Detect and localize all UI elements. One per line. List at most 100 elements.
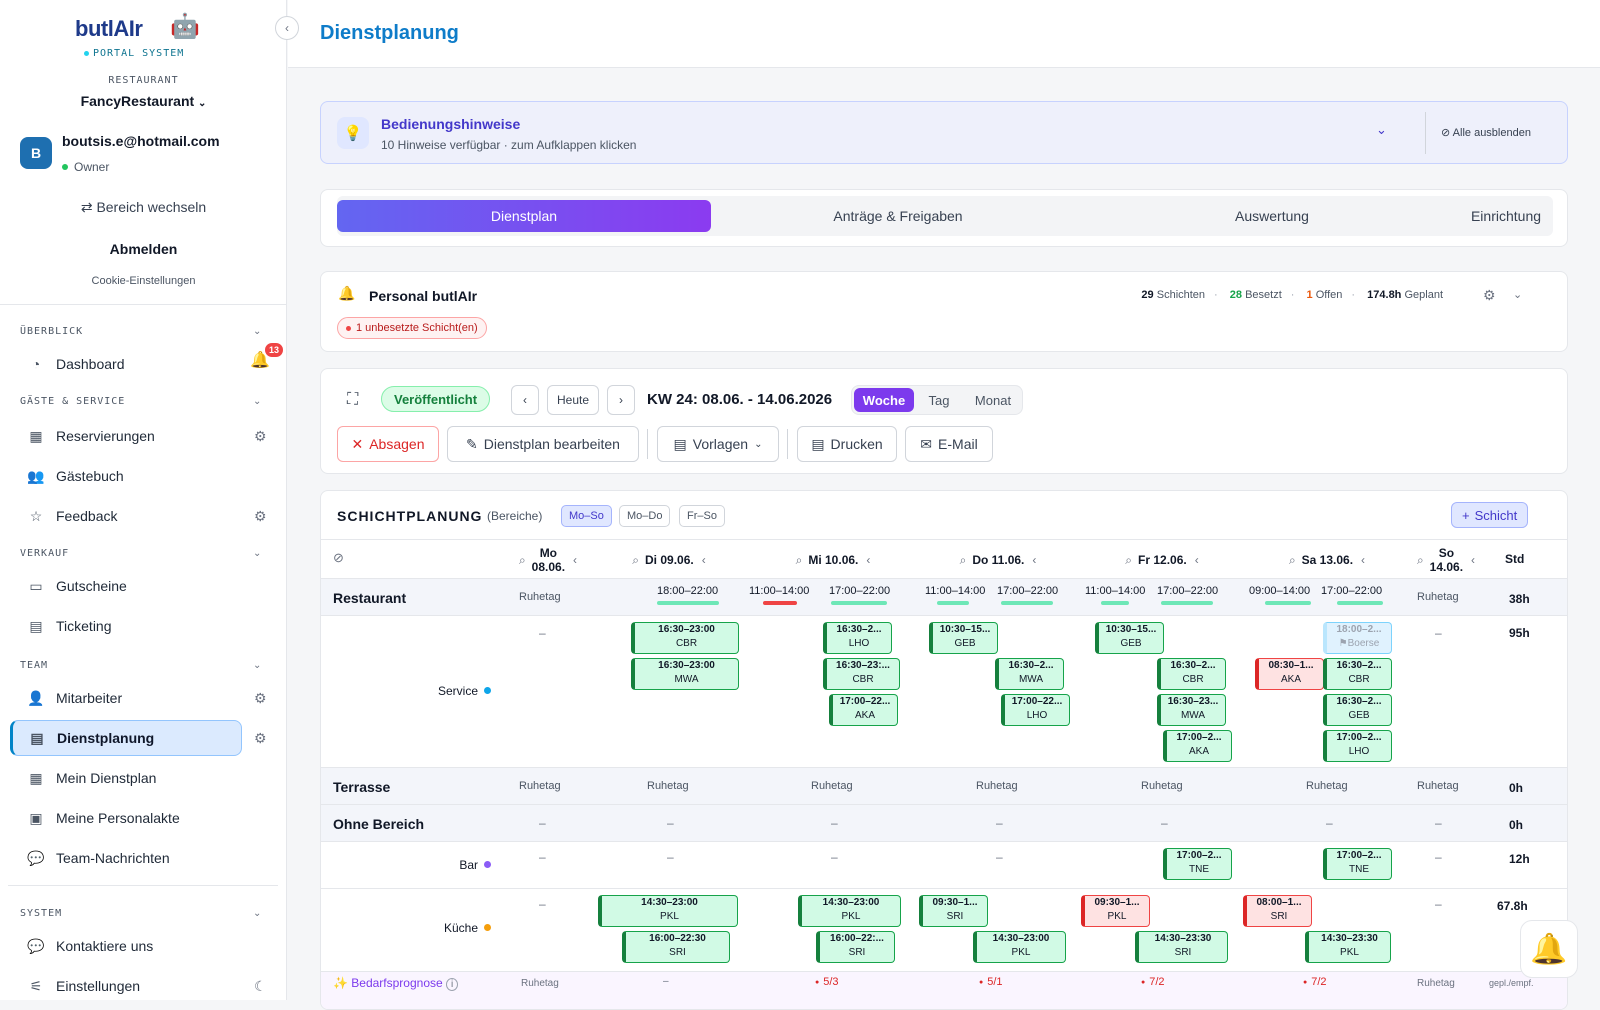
shift-card[interactable]: 16:30–23:... CBR (823, 658, 900, 690)
chevron-down-icon[interactable]: ⌄ (1513, 289, 1523, 301)
day-header-mo[interactable]: ⌕ Mo 08.06. ‹ (518, 546, 578, 574)
robot-icon: 🤖 (170, 13, 200, 40)
sidebar-item-dashboard[interactable]: ◔ Dashboard (10, 346, 242, 382)
hide-all-hints-button[interactable]: ⊘ Alle ausblenden (1441, 127, 1531, 139)
sidebar-item-my-schedule[interactable]: ▦ Mein Dienstplan (10, 760, 242, 796)
gear-icon[interactable]: ⚙ (254, 690, 267, 706)
sidebar-item-reservations[interactable]: ▦ Reservierungen (10, 418, 242, 454)
add-shift-button[interactable]: + Schicht (1451, 502, 1529, 528)
shift-card[interactable]: 10:30–15... GEB (1095, 622, 1164, 654)
info-icon[interactable]: i (446, 978, 459, 991)
next-week-button[interactable]: › (607, 385, 635, 415)
edit-schedule-button[interactable]: ✎ Dienstplan bearbeiten (447, 426, 639, 462)
sidebar-item-feedback[interactable]: ☆ Feedback (10, 498, 242, 534)
shift-card[interactable]: 16:30–23:00 CBR (631, 622, 739, 654)
brand-logo[interactable]: butlAIr (75, 16, 143, 41)
chevron-down-icon[interactable]: ⌄ (253, 548, 262, 559)
shift-card[interactable]: 17:00–22... AKA (829, 694, 898, 726)
shift-card[interactable]: 16:30–23:00 MWA (631, 658, 739, 690)
sidebar-item-shift-planning[interactable]: ▤ Dienstplanung (10, 720, 242, 756)
cookie-settings-link[interactable]: Cookie-Einstellungen (91, 275, 196, 287)
today-button[interactable]: Heute (547, 385, 599, 415)
shift-card-open[interactable]: 08:00–1... SRI (1243, 895, 1312, 927)
filter-mo-so[interactable]: Mo–So (561, 505, 612, 527)
slot-coverage-bar (1001, 601, 1053, 605)
shift-card[interactable]: 17:00–2... TNE (1163, 848, 1232, 880)
shift-card[interactable]: 16:00–22:30 SRI (622, 931, 730, 963)
sidebar-item-team-messages[interactable]: 💬 Team-Nachrichten (27, 849, 170, 867)
shift-card-exchange[interactable]: 18:00–2... ⚑Boerse (1323, 622, 1392, 654)
day-header-so[interactable]: ⌕ So 14.06. ‹ (1416, 546, 1476, 574)
gear-icon[interactable]: ⚙ (254, 730, 267, 746)
sidebar-item-personnel-file[interactable]: ▣ Meine Personalakte (10, 800, 242, 836)
slot-coverage-bar (657, 601, 719, 605)
gear-icon[interactable]: ⚙ (254, 508, 267, 524)
sidebar-item-guestbook[interactable]: 👥 Gästebuch (27, 467, 124, 485)
day-header-di[interactable]: ⌕ Di 09.06. ‹ (632, 553, 706, 567)
view-month[interactable]: Monat (974, 392, 1012, 408)
shift-card[interactable]: 16:30–2... LHO (823, 622, 892, 654)
day-header-mi[interactable]: ⌕ Mi 10.06. ‹ (795, 553, 871, 567)
shift-card-open[interactable]: 09:30–1... PKL (1081, 895, 1150, 927)
restaurant-selector[interactable]: FancyRestaurant ⌄ (80, 93, 207, 109)
hints-panel[interactable]: 💡 Bedienungshinweise 10 Hinweise verfügb… (320, 101, 1568, 164)
sidebar-item-vouchers[interactable]: ▭ Gutscheine (10, 568, 242, 604)
shift-card[interactable]: 14:30–23:00 PKL (798, 895, 901, 927)
tab-requests[interactable]: Anträge & Freigaben (833, 208, 963, 224)
shift-card[interactable]: 09:30–1... SRI (919, 895, 988, 927)
shift-card[interactable]: 16:30–2... CBR (1157, 658, 1226, 690)
notification-bell-button[interactable]: 🔔 (1520, 920, 1578, 978)
chevron-down-icon[interactable]: ⌄ (253, 660, 262, 671)
shift-card[interactable]: 17:00–2... LHO (1323, 730, 1392, 762)
chevron-down-icon[interactable]: ⌄ (253, 908, 262, 919)
gear-icon[interactable]: ⚙ (1483, 287, 1496, 303)
moon-icon[interactable]: ☾ (254, 978, 267, 994)
chevron-down-icon[interactable]: ⌄ (1376, 122, 1387, 137)
view-day[interactable]: Tag (928, 392, 950, 408)
cancel-shifts-button[interactable]: ✕ Absagen (337, 426, 439, 462)
email-button[interactable]: ✉ E-Mail (905, 426, 993, 462)
sidebar-collapse-button[interactable]: ‹ (275, 16, 299, 40)
unfilled-shifts-badge[interactable]: 1 unbesetzte Schicht(en) (337, 317, 487, 339)
shift-card[interactable]: 14:30–23:00 PKL (598, 895, 738, 927)
day-header-fr[interactable]: ⌕ Fr 12.06. ‹ (1125, 553, 1199, 567)
sidebar-item-employees[interactable]: 👤 Mitarbeiter (27, 689, 123, 707)
shift-card[interactable]: 16:00–22:... SRI (816, 931, 895, 963)
shift-card[interactable]: 17:00–2... AKA (1163, 730, 1232, 762)
shift-card[interactable]: 16:30–2... GEB (1323, 694, 1392, 726)
sidebar-item-contact[interactable]: 💬 Kontaktiere uns (27, 937, 154, 955)
shift-card[interactable]: 14:30–23:30 PKL (1305, 931, 1391, 963)
day-header-sa[interactable]: ⌕ Sa 13.06. ‹ (1288, 553, 1366, 567)
chevron-down-icon[interactable]: ⌄ (253, 326, 262, 337)
calendar-icon: ▦ (29, 427, 43, 444)
shift-card-open[interactable]: 08:30–1... AKA (1255, 658, 1324, 690)
tab-setup[interactable]: Einrichtung (1470, 208, 1542, 224)
prev-week-button[interactable]: ‹ (511, 385, 539, 415)
shift-card[interactable]: 17:00–22... LHO (1001, 694, 1070, 726)
print-button[interactable]: ▤ Drucken (797, 426, 897, 462)
tab-evaluation[interactable]: Auswertung (1235, 208, 1309, 224)
sidebar-item-ticketing[interactable]: ▤ Ticketing (10, 608, 242, 644)
templates-dropdown[interactable]: ▤ Vorlagen ⌄ (657, 426, 779, 462)
shift-card[interactable]: 14:30–23:30 SRI (1135, 931, 1228, 963)
fullscreen-icon[interactable]: ⛶ (347, 391, 359, 408)
shift-card[interactable]: 14:30–23:00 PKL (973, 931, 1066, 963)
shift-card[interactable]: 16:30–23... MWA (1157, 694, 1226, 726)
eye-off-icon[interactable]: ⊘ (333, 550, 344, 565)
day-header-do[interactable]: ⌕ Do 11.06. ‹ (959, 553, 1037, 567)
gear-icon[interactable]: ⚙ (254, 428, 267, 444)
shift-card[interactable]: 16:30–2... CBR (1323, 658, 1392, 690)
area-name: Terrasse (333, 779, 391, 795)
shift-card[interactable]: 10:30–15... GEB (929, 622, 998, 654)
filter-fr-so[interactable]: Fr–So (679, 505, 725, 527)
switch-area-button[interactable]: ⇄ Bereich wechseln (80, 199, 207, 215)
view-week[interactable]: Woche (854, 388, 914, 412)
logout-button[interactable]: Abmelden (109, 241, 178, 257)
shift-card[interactable]: 17:00–2... TNE (1323, 848, 1392, 880)
shift-card[interactable]: 16:30–2... MWA (995, 658, 1064, 690)
tab-schedule[interactable]: Dienstplan (337, 200, 711, 232)
filter-mo-do[interactable]: Mo–Do (619, 505, 671, 527)
sidebar-item-settings[interactable]: ⚟ Einstellungen (10, 968, 242, 1004)
forecast-label[interactable]: ✨ Bedarfsprognose i (333, 976, 459, 991)
chevron-down-icon[interactable]: ⌄ (253, 396, 262, 407)
